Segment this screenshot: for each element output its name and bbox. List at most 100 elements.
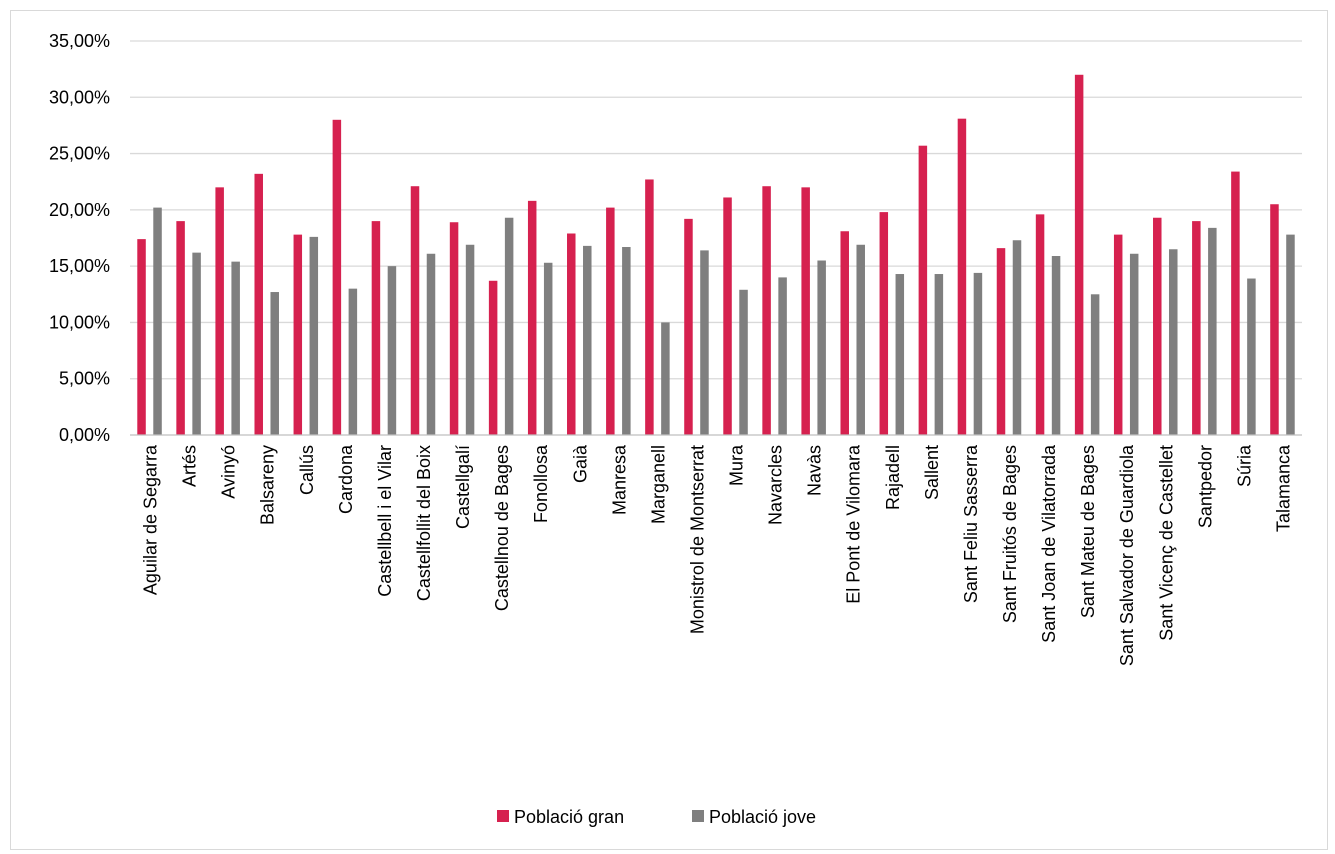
x-category-label: Sant Fruitós de Bages bbox=[1000, 445, 1020, 623]
bar-poblacio-gran bbox=[449, 222, 459, 435]
x-category-label: Cardona bbox=[336, 444, 356, 514]
bar-poblacio-gran bbox=[1074, 74, 1084, 435]
bar-poblacio-gran bbox=[1192, 221, 1201, 435]
bar-poblacio-gran bbox=[176, 221, 185, 435]
x-category-label: Monistrol de Montserrat bbox=[687, 445, 707, 634]
x-category-label: Marganell bbox=[648, 445, 668, 524]
bar-poblacio-jove bbox=[1247, 278, 1256, 435]
bar-poblacio-jove bbox=[1169, 249, 1178, 435]
x-category-label: Sant Vicenç de Castellet bbox=[1156, 445, 1176, 641]
bar-poblacio-jove bbox=[778, 277, 787, 435]
y-tick-label: 10,00% bbox=[49, 312, 110, 332]
x-category-label: Rajadell bbox=[883, 445, 903, 510]
bar-poblacio-jove bbox=[817, 260, 826, 435]
bar-poblacio-gran bbox=[1035, 214, 1045, 435]
bar-poblacio-jove bbox=[1012, 240, 1022, 435]
bar-poblacio-jove bbox=[622, 247, 631, 435]
bar-poblacio-jove bbox=[348, 288, 358, 435]
bar-chart: 0,00% 5,00% 10,00% 15,00% 20,00% 25,00% 30,00%… bbox=[49, 31, 1302, 827]
x-category-label: Sant Feliu Sasserra bbox=[961, 444, 981, 603]
legend-label: Població gran bbox=[514, 807, 624, 827]
x-category-label: Navarcles bbox=[766, 445, 786, 525]
x-category-label: Aguilar de Segarra bbox=[141, 444, 161, 595]
bar-poblacio-gran bbox=[684, 218, 693, 435]
bar-poblacio-jove bbox=[465, 244, 475, 435]
x-category-label: Sant Salvador de Guardiola bbox=[1117, 444, 1137, 666]
gridlines bbox=[130, 40, 1302, 380]
legend-swatch bbox=[692, 810, 704, 822]
y-tick-label: 5,00% bbox=[59, 369, 110, 389]
x-category-label: Gaià bbox=[570, 444, 590, 483]
bar-poblacio-jove bbox=[192, 252, 201, 435]
bar-poblacio-jove bbox=[856, 244, 865, 435]
bar-poblacio-jove bbox=[583, 245, 592, 435]
y-tick-label: 35,00% bbox=[49, 31, 110, 51]
bar-poblacio-jove bbox=[231, 261, 240, 435]
x-category-label: Manresa bbox=[609, 444, 629, 515]
x-category-label: Avinyó bbox=[219, 445, 239, 499]
bar-poblacio-gran bbox=[215, 187, 224, 435]
bar-poblacio-jove bbox=[309, 236, 319, 435]
bar-poblacio-jove bbox=[1286, 234, 1295, 435]
x-category-label: Balsareny bbox=[258, 445, 278, 525]
legend: Població gran Població jove bbox=[497, 807, 816, 827]
x-category-label: Sant Joan de Vilatorrada bbox=[1039, 444, 1059, 643]
bar-poblacio-gran bbox=[293, 234, 303, 435]
y-tick-label: 15,00% bbox=[49, 256, 110, 276]
bar-poblacio-gran bbox=[1153, 217, 1162, 435]
x-category-label: Castellnou de Bages bbox=[492, 445, 512, 611]
x-category-label: Castellfollit del Boix bbox=[414, 445, 434, 601]
bar-poblacio-jove bbox=[973, 272, 983, 435]
bars bbox=[137, 74, 1295, 436]
bar-poblacio-gran bbox=[606, 207, 615, 435]
x-category-label: Castellbell i el Vilar bbox=[375, 445, 395, 597]
bar-poblacio-jove bbox=[1090, 294, 1100, 435]
bar-poblacio-gran bbox=[723, 197, 732, 435]
x-category-label: Navàs bbox=[805, 445, 825, 496]
bar-poblacio-jove bbox=[504, 217, 514, 435]
bar-poblacio-gran bbox=[918, 145, 928, 436]
bar-poblacio-gran bbox=[254, 173, 263, 435]
x-category-label: Fonollosa bbox=[531, 444, 551, 523]
bar-poblacio-gran bbox=[488, 280, 498, 435]
x-category-label: Santpedor bbox=[1195, 445, 1215, 528]
bar-poblacio-gran bbox=[567, 233, 576, 435]
legend-label: Població jove bbox=[709, 807, 816, 827]
y-tick-label: 25,00% bbox=[49, 144, 110, 164]
bar-poblacio-gran bbox=[762, 186, 771, 435]
legend-swatch bbox=[497, 810, 509, 822]
bar-poblacio-jove bbox=[661, 322, 670, 435]
bar-poblacio-gran bbox=[801, 187, 810, 435]
bar-poblacio-gran bbox=[332, 119, 342, 436]
x-category-label: Sant Mateu de Bages bbox=[1078, 445, 1098, 618]
bar-poblacio-gran bbox=[527, 200, 537, 435]
x-category-label: Callús bbox=[297, 445, 317, 495]
bar-poblacio-jove bbox=[895, 274, 905, 435]
bar-poblacio-jove bbox=[934, 274, 944, 435]
bar-poblacio-jove bbox=[1208, 227, 1217, 435]
bar-poblacio-gran bbox=[137, 239, 146, 435]
x-category-labels: Aguilar de Segarra Artés Avinyó Balsareny Ca… bbox=[141, 444, 1294, 666]
bar-poblacio-jove bbox=[1129, 253, 1139, 435]
bar-poblacio-jove bbox=[270, 292, 279, 435]
bar-poblacio-jove bbox=[426, 253, 436, 435]
bar-poblacio-jove bbox=[543, 262, 553, 435]
bar-poblacio-gran bbox=[1113, 234, 1123, 435]
y-tick-label: 0,00% bbox=[59, 425, 110, 445]
x-category-label: El Pont de Vilomara bbox=[844, 444, 864, 604]
bar-poblacio-gran bbox=[410, 186, 420, 435]
x-category-label: Talamanca bbox=[1273, 444, 1293, 532]
bar-poblacio-gran bbox=[1270, 204, 1279, 435]
bar-poblacio-gran bbox=[996, 248, 1006, 435]
bar-poblacio-jove bbox=[700, 250, 709, 435]
bar-poblacio-jove bbox=[387, 266, 397, 435]
bar-poblacio-gran bbox=[957, 118, 967, 435]
y-tick-labels: 0,00% 5,00% 10,00% 15,00% 20,00% 25,00% 30,00%… bbox=[49, 31, 110, 445]
bar-poblacio-jove bbox=[153, 207, 162, 435]
x-category-label: Sallent bbox=[922, 445, 942, 500]
x-category-label: Súria bbox=[1234, 444, 1254, 487]
x-category-label: Castellgalí bbox=[453, 445, 473, 529]
bar-poblacio-gran bbox=[879, 212, 889, 435]
bar-poblacio-gran bbox=[840, 231, 849, 435]
bar-poblacio-gran bbox=[1231, 171, 1240, 435]
